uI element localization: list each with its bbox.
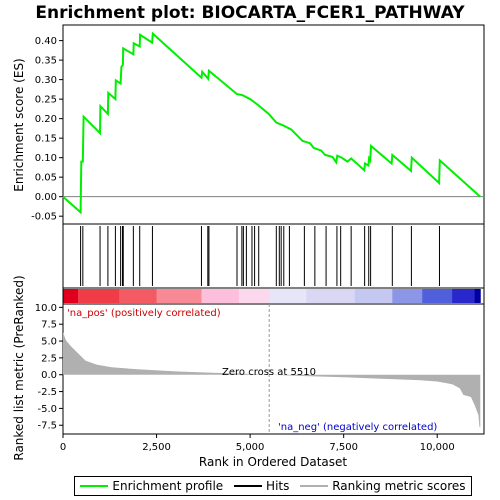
gradient-segment (452, 289, 476, 303)
es-tick-label: 0.40 (35, 36, 57, 47)
gradient-segment (268, 289, 307, 303)
hits-panel (62, 223, 485, 289)
x-tick-label: 0 (60, 442, 66, 453)
es-tick-label: 0.30 (35, 75, 57, 86)
gradient-segment (77, 289, 120, 303)
es-tick-label: 0.35 (35, 56, 57, 67)
es-tick-label: 0.00 (35, 192, 57, 203)
hits-panel-frame (62, 223, 485, 289)
x-axis-label: Rank in Ordered Dataset (199, 455, 347, 469)
gradient-segment (392, 289, 423, 303)
gradient-segment (156, 289, 202, 303)
gradient-segment (354, 289, 393, 303)
metric-axis-label: Ranked list metric (PreRanked) (12, 275, 26, 460)
neg-correlated-label: 'na_neg' (negatively correlated) (278, 422, 437, 433)
legend: Enrichment profile Hits Ranking metric s… (74, 476, 472, 496)
legend-item-metric: Ranking metric scores (300, 479, 466, 493)
es-axis-label: Enrichment score (ES) (12, 58, 26, 191)
es-tick-label: 0.05 (35, 173, 57, 184)
ranking-metric-area (63, 332, 481, 428)
legend-label-hits: Hits (266, 479, 290, 493)
es-tick-label: -0.05 (31, 212, 57, 223)
x-tick-label: 5,000 (236, 442, 265, 453)
metric-axis-ticks: 10.0 7.5 5.0 2.5 0.0 -2.5 -5.0 -7.5 (35, 303, 63, 432)
legend-item-hits: Hits (234, 479, 289, 493)
x-tick-label: 2,500 (142, 442, 171, 453)
chart-title: Enrichment plot: BIOCARTA_FCER1_PATHWAY (35, 3, 465, 23)
es-tick-label: 0.20 (35, 114, 57, 125)
es-axis-ticks: -0.05 0.00 0.05 0.10 0.15 0.20 0.25 0.30 0.35 0.4… (31, 36, 63, 223)
gradient-segment (306, 289, 356, 303)
legend-label-enrichment: Enrichment profile (112, 479, 224, 493)
metric-tick-label: -2.5 (37, 387, 57, 398)
enrichment-swatch (80, 485, 109, 487)
hits-marks (80, 226, 440, 286)
x-axis-ticks: 0 2,500 5,000 7,500 10,000 (60, 434, 455, 453)
metric-tick-label: 5.0 (41, 337, 57, 348)
legend-label-metric: Ranking metric scores (332, 479, 466, 493)
es-panel-frame (62, 24, 485, 225)
gradient-segment (422, 289, 453, 303)
x-tick-label: 7,500 (329, 442, 358, 453)
metric-tick-label: -5.0 (37, 404, 57, 415)
metric-panel: 10.0 7.5 5.0 2.5 0.0 -2.5 -5.0 -7.5 'na_pos' (p… (12, 275, 485, 461)
rank-gradient-bar (62, 287, 485, 305)
gradient-segment (238, 289, 270, 303)
gradient-segment (474, 289, 481, 303)
pos-correlated-label: 'na_pos' (positively correlated) (67, 308, 221, 319)
es-tick-label: 0.10 (35, 153, 57, 164)
zero-cross-label: Zero cross at 5510 (222, 367, 316, 378)
gradient-segment (119, 289, 158, 303)
hits-swatch (234, 485, 263, 487)
es-panel: -0.05 0.00 0.05 0.10 0.15 0.20 0.25 0.30 0.35 0.4… (12, 24, 485, 225)
x-tick-label: 10,000 (420, 442, 455, 453)
metric-swatch (300, 485, 329, 487)
metric-tick-label: -7.5 (37, 421, 57, 432)
legend-item-enrichment: Enrichment profile (80, 479, 223, 493)
metric-tick-label: 2.5 (41, 353, 57, 364)
metric-tick-label: 7.5 (41, 320, 57, 331)
gradient-segment (63, 289, 79, 303)
es-tick-label: 0.15 (35, 134, 57, 145)
metric-tick-label: 10.0 (35, 303, 57, 314)
enrichment-profile-line (62, 31, 481, 215)
gradient-segment (201, 289, 240, 303)
es-tick-label: 0.25 (35, 95, 57, 106)
metric-tick-label: 0.0 (41, 370, 57, 381)
